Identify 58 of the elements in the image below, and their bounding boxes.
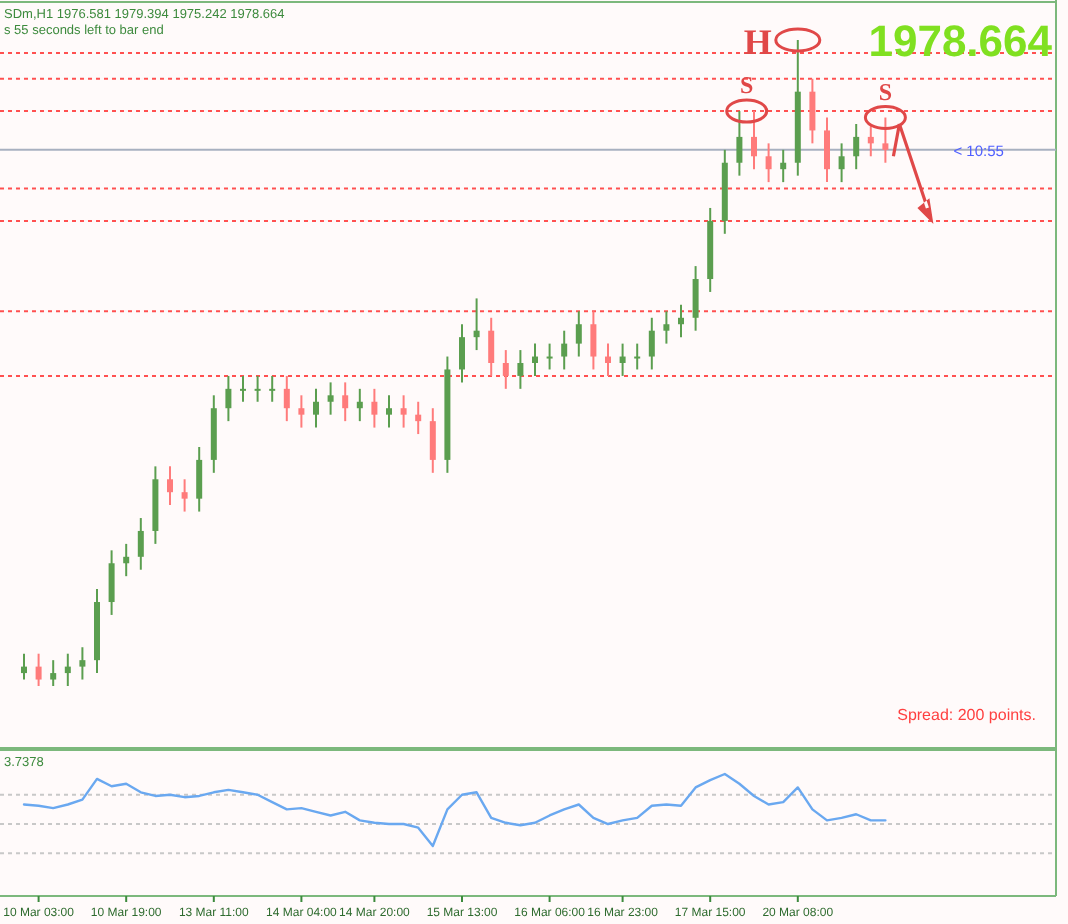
candlestick: [269, 374, 276, 403]
candlestick: [342, 381, 349, 423]
candlestick: [765, 142, 772, 184]
candlestick: [809, 77, 816, 145]
candlestick: [64, 652, 71, 687]
candlestick: [473, 297, 480, 352]
candlestick: [838, 142, 845, 184]
candlestick: [824, 116, 830, 184]
candlestick: [400, 394, 407, 429]
candlestick: [356, 387, 363, 423]
annotation: 1978.664: [868, 16, 1054, 66]
candlestick: [79, 646, 86, 681]
candlestick: [35, 652, 42, 687]
candlestick: [386, 394, 392, 429]
candlestick: [137, 517, 144, 571]
candlestick: [780, 148, 787, 184]
candlestick: [429, 407, 436, 474]
candlestick: [619, 342, 626, 377]
candlestick: [298, 394, 305, 429]
candlestick: [678, 303, 684, 339]
candlestick: [313, 387, 319, 429]
candlestick: [21, 652, 27, 681]
candlestick: [634, 342, 641, 371]
candlestick: [181, 478, 188, 513]
candlestick: [575, 310, 582, 358]
candlestick: [502, 349, 509, 390]
candlestick: [751, 110, 757, 171]
candlestick: [283, 374, 290, 423]
annotation: S: [740, 71, 755, 100]
candlestick: [327, 381, 334, 416]
candlestick: [590, 310, 597, 371]
candlestick: [853, 122, 860, 171]
annotation: S: [878, 77, 893, 106]
candlestick: [196, 445, 203, 513]
candlestick: [415, 400, 422, 436]
candlestick: [108, 549, 115, 616]
candlestick: [225, 374, 232, 423]
candlestick: [50, 659, 57, 687]
candlestick: [167, 465, 173, 507]
candlestick: [488, 316, 495, 377]
text: Spread: 200 points.: [897, 706, 1036, 724]
candlestick: [517, 349, 524, 390]
candlestick: [240, 374, 246, 403]
candlestick: [648, 316, 655, 371]
candlestick: [605, 342, 611, 377]
candlestick: [882, 116, 889, 164]
annotation: H: [743, 22, 772, 62]
candlestick: [663, 310, 670, 345]
candlestick: [692, 265, 699, 332]
candlestick: [867, 122, 874, 158]
candlestick: [736, 110, 743, 177]
candlestick: [123, 542, 130, 578]
candlestick: [546, 342, 553, 371]
candlestick: [532, 342, 538, 377]
candlestick: [459, 323, 465, 384]
candlestick: [561, 329, 568, 371]
candlestick: [254, 374, 261, 403]
candlestick: [371, 387, 378, 429]
